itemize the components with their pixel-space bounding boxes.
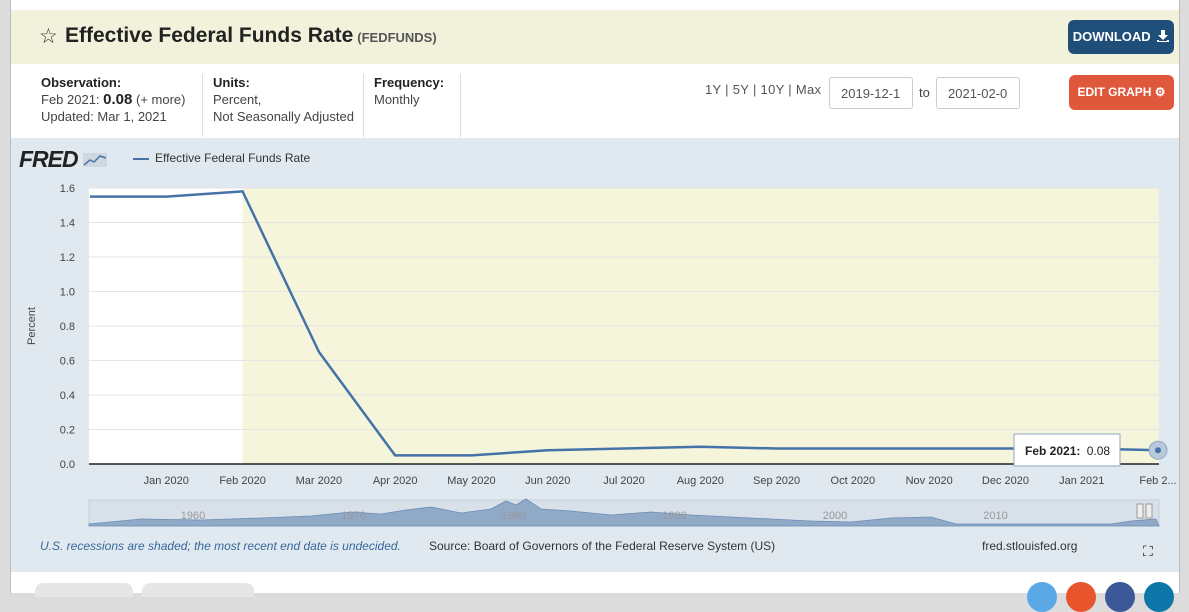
x-tick-label: Feb 2020 <box>219 475 265 487</box>
observation-line: Feb 2021: 0.08 (+ more) <box>41 91 201 108</box>
observation-more-link[interactable]: (+ more) <box>136 92 186 107</box>
legend-label: Effective Federal Funds Rate <box>155 151 311 165</box>
chart-legend: Effective Federal Funds Rate <box>133 151 310 165</box>
bottom-tab-1[interactable] <box>35 583 133 597</box>
y-tick-label: 0.6 <box>60 356 75 368</box>
y-tick-label: 1.4 <box>60 218 75 230</box>
y-tick-label: 1.6 <box>60 183 75 195</box>
observation-label: Observation: <box>41 75 122 90</box>
frequency-block: Frequency: Monthly <box>363 74 461 137</box>
reddit-icon[interactable] <box>1066 582 1096 612</box>
x-tick-label: Jul 2020 <box>603 475 645 487</box>
svg-text:Feb 2021: 0.08: Feb 2021: 0.08 <box>1025 444 1110 458</box>
series-header: ☆ Effective Federal Funds Rate (FEDFUNDS)… <box>11 10 1179 64</box>
frequency-value: Monthly <box>374 92 420 107</box>
tooltip-date: Feb 2021: <box>1025 444 1080 458</box>
to-label: to <box>919 85 930 100</box>
fullscreen-icon[interactable]: ⛶ <box>1143 543 1153 559</box>
frequency-label: Frequency: <box>374 75 445 90</box>
site-link[interactable]: fred.stlouisfed.org <box>982 539 1078 553</box>
units-block: Units: Percent, Not Seasonally Adjusted <box>202 74 373 137</box>
series-title: Effective Federal Funds Rate <box>65 24 354 47</box>
last-point-dot <box>1155 447 1161 454</box>
end-date-input[interactable]: 2021-02-0 <box>936 77 1020 109</box>
facebook-icon[interactable] <box>1105 582 1135 612</box>
x-tick-label: Feb 2... <box>1139 475 1176 487</box>
x-tick-label: Jan 2021 <box>1059 475 1104 487</box>
units-line-1: Percent, <box>213 92 262 107</box>
x-tick-label: Aug 2020 <box>677 475 724 487</box>
navigator-area <box>88 498 1160 527</box>
line-chart: 0.0 0.2 0.4 0.6 0.8 1.0 1.2 1.4 1.6 Jan 2020 Feb … <box>26 183 1177 527</box>
x-tick-label: May 2020 <box>447 475 495 487</box>
y-axis-label: Percent <box>26 307 38 345</box>
y-tick-label: 1.0 <box>60 287 75 299</box>
navigator-label: 1970 <box>341 510 365 522</box>
x-tick-label: Oct 2020 <box>831 475 876 487</box>
observation-date: Feb 2021: <box>41 92 100 107</box>
navigator-label: 1960 <box>181 510 205 522</box>
download-icon <box>1157 30 1170 42</box>
fred-logo[interactable]: FRED <box>19 146 108 173</box>
linkedin-icon[interactable] <box>1144 582 1174 612</box>
navigator: 1960 1970 1980 1990 2000 2010 <box>88 498 1160 527</box>
source-text: Source: Board of Governors of the Federa… <box>429 539 776 553</box>
y-tick-label: 0.4 <box>60 390 75 402</box>
navigator-label: 1980 <box>502 510 526 522</box>
units-label: Units: <box>213 75 250 90</box>
twitter-icon[interactable] <box>1027 582 1057 612</box>
updated-date: Updated: Mar 1, 2021 <box>41 109 167 124</box>
series-code: (FEDFUNDS) <box>357 30 437 45</box>
range-selector[interactable]: 1Y | 5Y | 10Y | Max <box>705 82 822 97</box>
top-strip <box>11 0 1179 10</box>
bottom-tab-2[interactable] <box>142 583 254 597</box>
units-line-2: Not Seasonally Adjusted <box>213 109 354 124</box>
y-tick-label: 0.8 <box>60 321 75 333</box>
page-title: Effective Federal Funds Rate (FEDFUNDS) <box>65 24 437 48</box>
tooltip-value: 0.08 <box>1087 444 1111 458</box>
fred-logo-text: FRED <box>19 146 79 172</box>
chart-trend-icon <box>83 153 108 167</box>
chart-container: 0.0 0.2 0.4 0.6 0.8 1.0 1.2 1.4 1.6 Jan 2020 Feb … <box>11 138 1179 572</box>
x-tick-label: Jun 2020 <box>525 475 570 487</box>
edit-graph-label: EDIT GRAPH <box>1077 85 1152 99</box>
series-line <box>90 190 1159 457</box>
download-button[interactable]: DOWNLOAD <box>1068 20 1174 54</box>
download-label: DOWNLOAD <box>1072 29 1151 44</box>
y-tick-label: 1.2 <box>60 252 75 264</box>
navigator-label: 1990 <box>662 510 686 522</box>
navigator-label: 2000 <box>823 510 847 522</box>
x-tick-label: Jan 2020 <box>144 475 189 487</box>
star-icon[interactable]: ☆ <box>39 25 58 48</box>
y-tick-label: 0.0 <box>60 459 75 471</box>
x-tick-label: Dec 2020 <box>982 475 1029 487</box>
observation-block: Observation: Feb 2021: 0.08 (+ more) Upd… <box>41 74 201 148</box>
observation-value: 0.08 <box>103 91 133 108</box>
y-tick-label: 0.2 <box>60 425 75 437</box>
tooltip: Feb 2021: 0.08 <box>1013 433 1121 467</box>
x-tick-label: Mar 2020 <box>296 475 342 487</box>
navigator-label: 2010 <box>983 510 1007 522</box>
x-tick-label: Nov 2020 <box>906 475 953 487</box>
x-tick-label: Apr 2020 <box>373 475 418 487</box>
x-tick-label: Sep 2020 <box>753 475 800 487</box>
edit-graph-button[interactable]: EDIT GRAPH ⚙ <box>1069 75 1174 110</box>
page-frame: ☆ Effective Federal Funds Rate (FEDFUNDS)… <box>10 0 1180 612</box>
legend-swatch <box>133 157 149 160</box>
bottom-bar <box>11 572 1179 612</box>
gear-icon: ⚙ <box>1154 85 1166 99</box>
start-date-input[interactable]: 2019-12-1 <box>829 77 913 109</box>
recession-note: U.S. recessions are shaded; the most rec… <box>40 539 401 553</box>
